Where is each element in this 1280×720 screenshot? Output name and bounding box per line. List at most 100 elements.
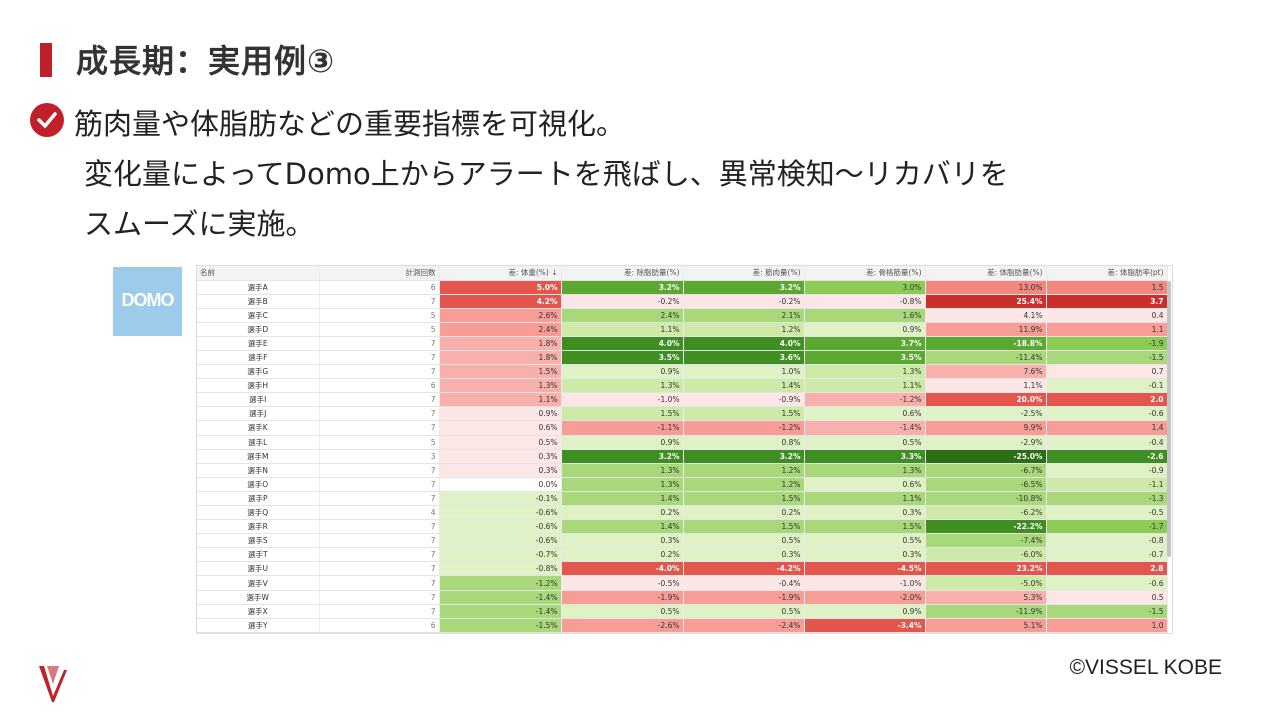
value-cell: -0.5% xyxy=(561,575,684,591)
table-row[interactable]: 選手L 5 0.5% 0.9% 0.8% 0.5% -2.9% -0.4 xyxy=(197,435,1168,450)
value-cell: 4.1% xyxy=(925,308,1047,323)
table-row[interactable]: 選手H 6 1.3% 1.3% 1.4% 1.1% 1.1% -0.1 xyxy=(197,378,1168,394)
value-cell: -0.8 xyxy=(1046,533,1168,549)
value-cell: 0.3% xyxy=(683,547,805,563)
value-cell: 0.3% xyxy=(561,533,684,549)
player-name-cell: 選手X xyxy=(197,604,320,619)
value-cell: 2.6% xyxy=(439,308,562,323)
table-row[interactable]: 選手X 7 -1.4% 0.5% 0.5% 0.9% -11.9% -1.5 xyxy=(197,604,1168,619)
bullet-text-line-1: 筋肉量や体脂肪などの重要指標を可視化。 xyxy=(74,107,626,141)
table-row[interactable]: 選手Y 6 -1.5% -2.6% -2.4% -3.4% 5.1% 1.0 xyxy=(197,618,1168,633)
value-cell: 1.5% xyxy=(683,519,805,535)
value-cell: -0.1% xyxy=(439,491,562,507)
table-row[interactable]: 選手S 7 -0.6% 0.3% 0.5% 0.5% -7.4% -0.8 xyxy=(197,533,1168,549)
value-cell: -0.6% xyxy=(439,533,562,549)
value-cell: -10.8% xyxy=(925,491,1047,507)
value-cell: -0.4 xyxy=(1046,435,1168,450)
measure-count-cell: 7 xyxy=(319,392,440,408)
player-name-cell: 選手E xyxy=(197,336,320,351)
value-cell: 3.6% xyxy=(683,350,805,366)
value-cell: 1.2% xyxy=(683,463,805,478)
vertical-scrollbar[interactable] xyxy=(1167,281,1171,557)
value-cell: 1.3% xyxy=(561,378,684,394)
column-header[interactable]: 差: 体脂肪量(%) xyxy=(925,266,1047,281)
value-cell: -1.0% xyxy=(804,575,926,591)
player-name-cell: 選手K xyxy=(197,420,320,436)
column-header[interactable]: 差: 除脂肪量(%) xyxy=(561,266,684,281)
table-row[interactable]: 選手U 7 -0.8% -4.0% -4.2% -4.5% 23.2% 2.8 xyxy=(197,561,1168,577)
table-row[interactable]: 選手T 7 -0.7% 0.2% 0.3% 0.3% -6.0% -0.7 xyxy=(197,547,1168,563)
value-cell: 1.5% xyxy=(439,364,562,380)
column-header[interactable]: 名前 xyxy=(197,266,320,281)
table-row[interactable]: 選手V 7 -1.2% -0.5% -0.4% -1.0% -5.0% -0.6 xyxy=(197,575,1168,591)
value-cell: -0.1 xyxy=(1046,378,1168,394)
value-cell: -25.0% xyxy=(925,449,1047,464)
table-row[interactable]: 選手F 7 1.8% 3.5% 3.6% 3.5% -11.4% -1.5 xyxy=(197,350,1168,366)
value-cell: -6.2% xyxy=(925,505,1047,521)
player-name-cell: 選手H xyxy=(197,378,320,394)
column-header[interactable]: 差: 体脂肪率(pt) xyxy=(1046,266,1168,281)
column-header[interactable]: 差: 骨格筋量(%) xyxy=(804,266,926,281)
player-name-cell: 選手O xyxy=(197,477,320,492)
table-row[interactable]: 選手B 7 4.2% -0.2% -0.2% -0.8% 25.4% 3.7 xyxy=(197,294,1168,309)
measure-count-cell: 7 xyxy=(319,604,440,619)
table-row[interactable]: 選手I 7 1.1% -1.0% -0.9% -1.2% 20.0% 2.0 xyxy=(197,392,1168,408)
value-cell: 1.2% xyxy=(683,477,805,492)
value-cell: 0.9% xyxy=(804,604,926,619)
value-cell: -6.0% xyxy=(925,547,1047,563)
measure-count-cell: 4 xyxy=(319,505,440,521)
value-cell: -1.4% xyxy=(439,604,562,619)
metrics-table-panel[interactable]: 名前 計測回数 差: 体重(%) ↓ 差: 除脂肪量(%) 差: 筋肉量(%) … xyxy=(196,265,1173,634)
value-cell: -0.6% xyxy=(439,519,562,535)
table-row[interactable]: 選手G 7 1.5% 0.9% 1.0% 1.3% 7.6% 0.7 xyxy=(197,364,1168,380)
value-cell: -0.9% xyxy=(683,392,805,408)
table-row[interactable]: 選手P 7 -0.1% 1.4% 1.5% 1.1% -10.8% -1.3 xyxy=(197,491,1168,507)
table-row[interactable]: 選手O 7 0.0% 1.3% 1.2% 0.6% -6.5% -1.1 xyxy=(197,477,1168,492)
table-row[interactable]: 選手K 7 0.6% -1.1% -1.2% -1.4% 9.9% 1.4 xyxy=(197,420,1168,436)
table-row[interactable]: 選手R 7 -0.6% 1.4% 1.5% 1.5% -22.2% -1.7 xyxy=(197,519,1168,535)
column-header[interactable]: 差: 筋肉量(%) xyxy=(683,266,805,281)
column-header[interactable]: 差: 体重(%) ↓ xyxy=(439,266,562,281)
value-cell: -3.4% xyxy=(804,618,926,633)
value-cell: -1.1 xyxy=(1046,477,1168,492)
value-cell: 1.6% xyxy=(804,308,926,323)
value-cell: 3.2% xyxy=(683,280,805,295)
table-row[interactable]: 選手M 3 0.3% 3.2% 3.2% 3.3% -25.0% -2.6 xyxy=(197,449,1168,464)
table-row[interactable]: 選手D 5 2.4% 1.1% 1.2% 0.9% 11.9% 1.1 xyxy=(197,322,1168,337)
table-row[interactable]: 選手A 6 5.0% 3.2% 3.2% 3.0% 13.0% 1.5 xyxy=(197,280,1168,295)
value-cell: -0.4% xyxy=(683,575,805,591)
measure-count-cell: 7 xyxy=(319,463,440,478)
value-cell: 4.2% xyxy=(439,294,562,309)
value-cell: -1.9% xyxy=(683,590,805,605)
value-cell: -0.7% xyxy=(439,547,562,563)
player-name-cell: 選手B xyxy=(197,294,320,309)
measure-count-cell: 5 xyxy=(319,308,440,323)
value-cell: 0.2% xyxy=(561,505,684,521)
value-cell: 1.8% xyxy=(439,350,562,366)
value-cell: 1.5% xyxy=(561,406,684,422)
value-cell: 3.2% xyxy=(683,449,805,464)
table-row[interactable]: 選手E 7 1.8% 4.0% 4.0% 3.7% -18.8% -1.9 xyxy=(197,336,1168,351)
measure-count-cell: 7 xyxy=(319,420,440,436)
value-cell: -1.3 xyxy=(1046,491,1168,507)
table-row[interactable]: 選手W 7 -1.4% -1.9% -1.9% -2.0% 5.3% 0.5 xyxy=(197,590,1168,605)
table-row[interactable]: 選手N 7 0.3% 1.3% 1.2% 1.3% -6.7% -0.9 xyxy=(197,463,1168,478)
value-cell: 0.3% xyxy=(439,463,562,478)
value-cell: 1.3% xyxy=(561,463,684,478)
player-name-cell: 選手D xyxy=(197,322,320,337)
table-row[interactable]: 選手C 5 2.6% 2.4% 2.1% 1.6% 4.1% 0.4 xyxy=(197,308,1168,323)
value-cell: 1.0% xyxy=(683,364,805,380)
value-cell: 0.9% xyxy=(439,406,562,422)
table-row[interactable]: 選手Q 4 -0.6% 0.2% 0.2% 0.3% -6.2% -0.5 xyxy=(197,505,1168,521)
measure-count-cell: 7 xyxy=(319,294,440,309)
value-cell: -4.2% xyxy=(683,561,805,577)
player-name-cell: 選手R xyxy=(197,519,320,535)
value-cell: 13.0% xyxy=(925,280,1047,295)
value-cell: 1.3% xyxy=(439,378,562,394)
measure-count-cell: 3 xyxy=(319,449,440,464)
value-cell: -1.4% xyxy=(804,420,926,436)
player-name-cell: 選手U xyxy=(197,561,320,577)
value-cell: 2.4% xyxy=(561,308,684,323)
table-row[interactable]: 選手J 7 0.9% 1.5% 1.5% 0.6% -2.5% -0.6 xyxy=(197,406,1168,422)
column-header[interactable]: 計測回数 xyxy=(319,266,440,281)
